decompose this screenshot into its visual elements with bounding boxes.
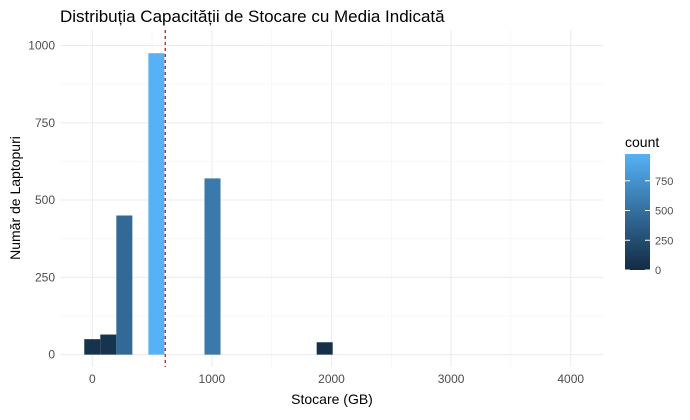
histogram-bar: [116, 215, 133, 355]
legend-tick-label: 750: [655, 176, 673, 188]
legend-tick-label: 0: [655, 265, 661, 277]
x-tick-label: 0: [89, 372, 96, 386]
legend-title: count: [625, 134, 659, 150]
y-tick-label: 0: [48, 348, 55, 362]
color-legend: count 750 500 250 0: [625, 134, 673, 277]
legend-tick-label: 500: [655, 206, 673, 218]
histogram-bar: [148, 53, 165, 355]
chart-title: Distribuția Capacității de Stocare cu Me…: [60, 7, 445, 26]
histogram-bar: [100, 334, 117, 355]
y-tick-label: 750: [35, 116, 55, 130]
legend-ticks: 750 500 250 0: [625, 176, 673, 277]
histogram-bar: [316, 342, 333, 355]
y-tick-label: 250: [35, 270, 55, 284]
x-tick-label: 2000: [318, 372, 345, 386]
x-tick-labels: 0 1000 2000 3000 4000: [89, 372, 584, 386]
legend-tick-label: 250: [655, 235, 673, 247]
x-axis-label: Stocare (GB): [291, 391, 373, 407]
y-axis-label: Număr de Laptopuri: [7, 136, 23, 260]
histogram-bar: [84, 339, 101, 355]
x-tick-label: 3000: [438, 372, 465, 386]
y-tick-label: 500: [35, 193, 55, 207]
x-tick-label: 4000: [557, 372, 584, 386]
y-tick-label: 1000: [28, 38, 55, 52]
x-tick-label: 1000: [199, 372, 226, 386]
y-tick-labels: 0 250 500 750 1000: [28, 38, 55, 361]
histogram-bar: [204, 178, 221, 355]
legend-colorbar: [625, 154, 650, 270]
bars: [84, 53, 333, 355]
grid-lines: [60, 30, 603, 367]
